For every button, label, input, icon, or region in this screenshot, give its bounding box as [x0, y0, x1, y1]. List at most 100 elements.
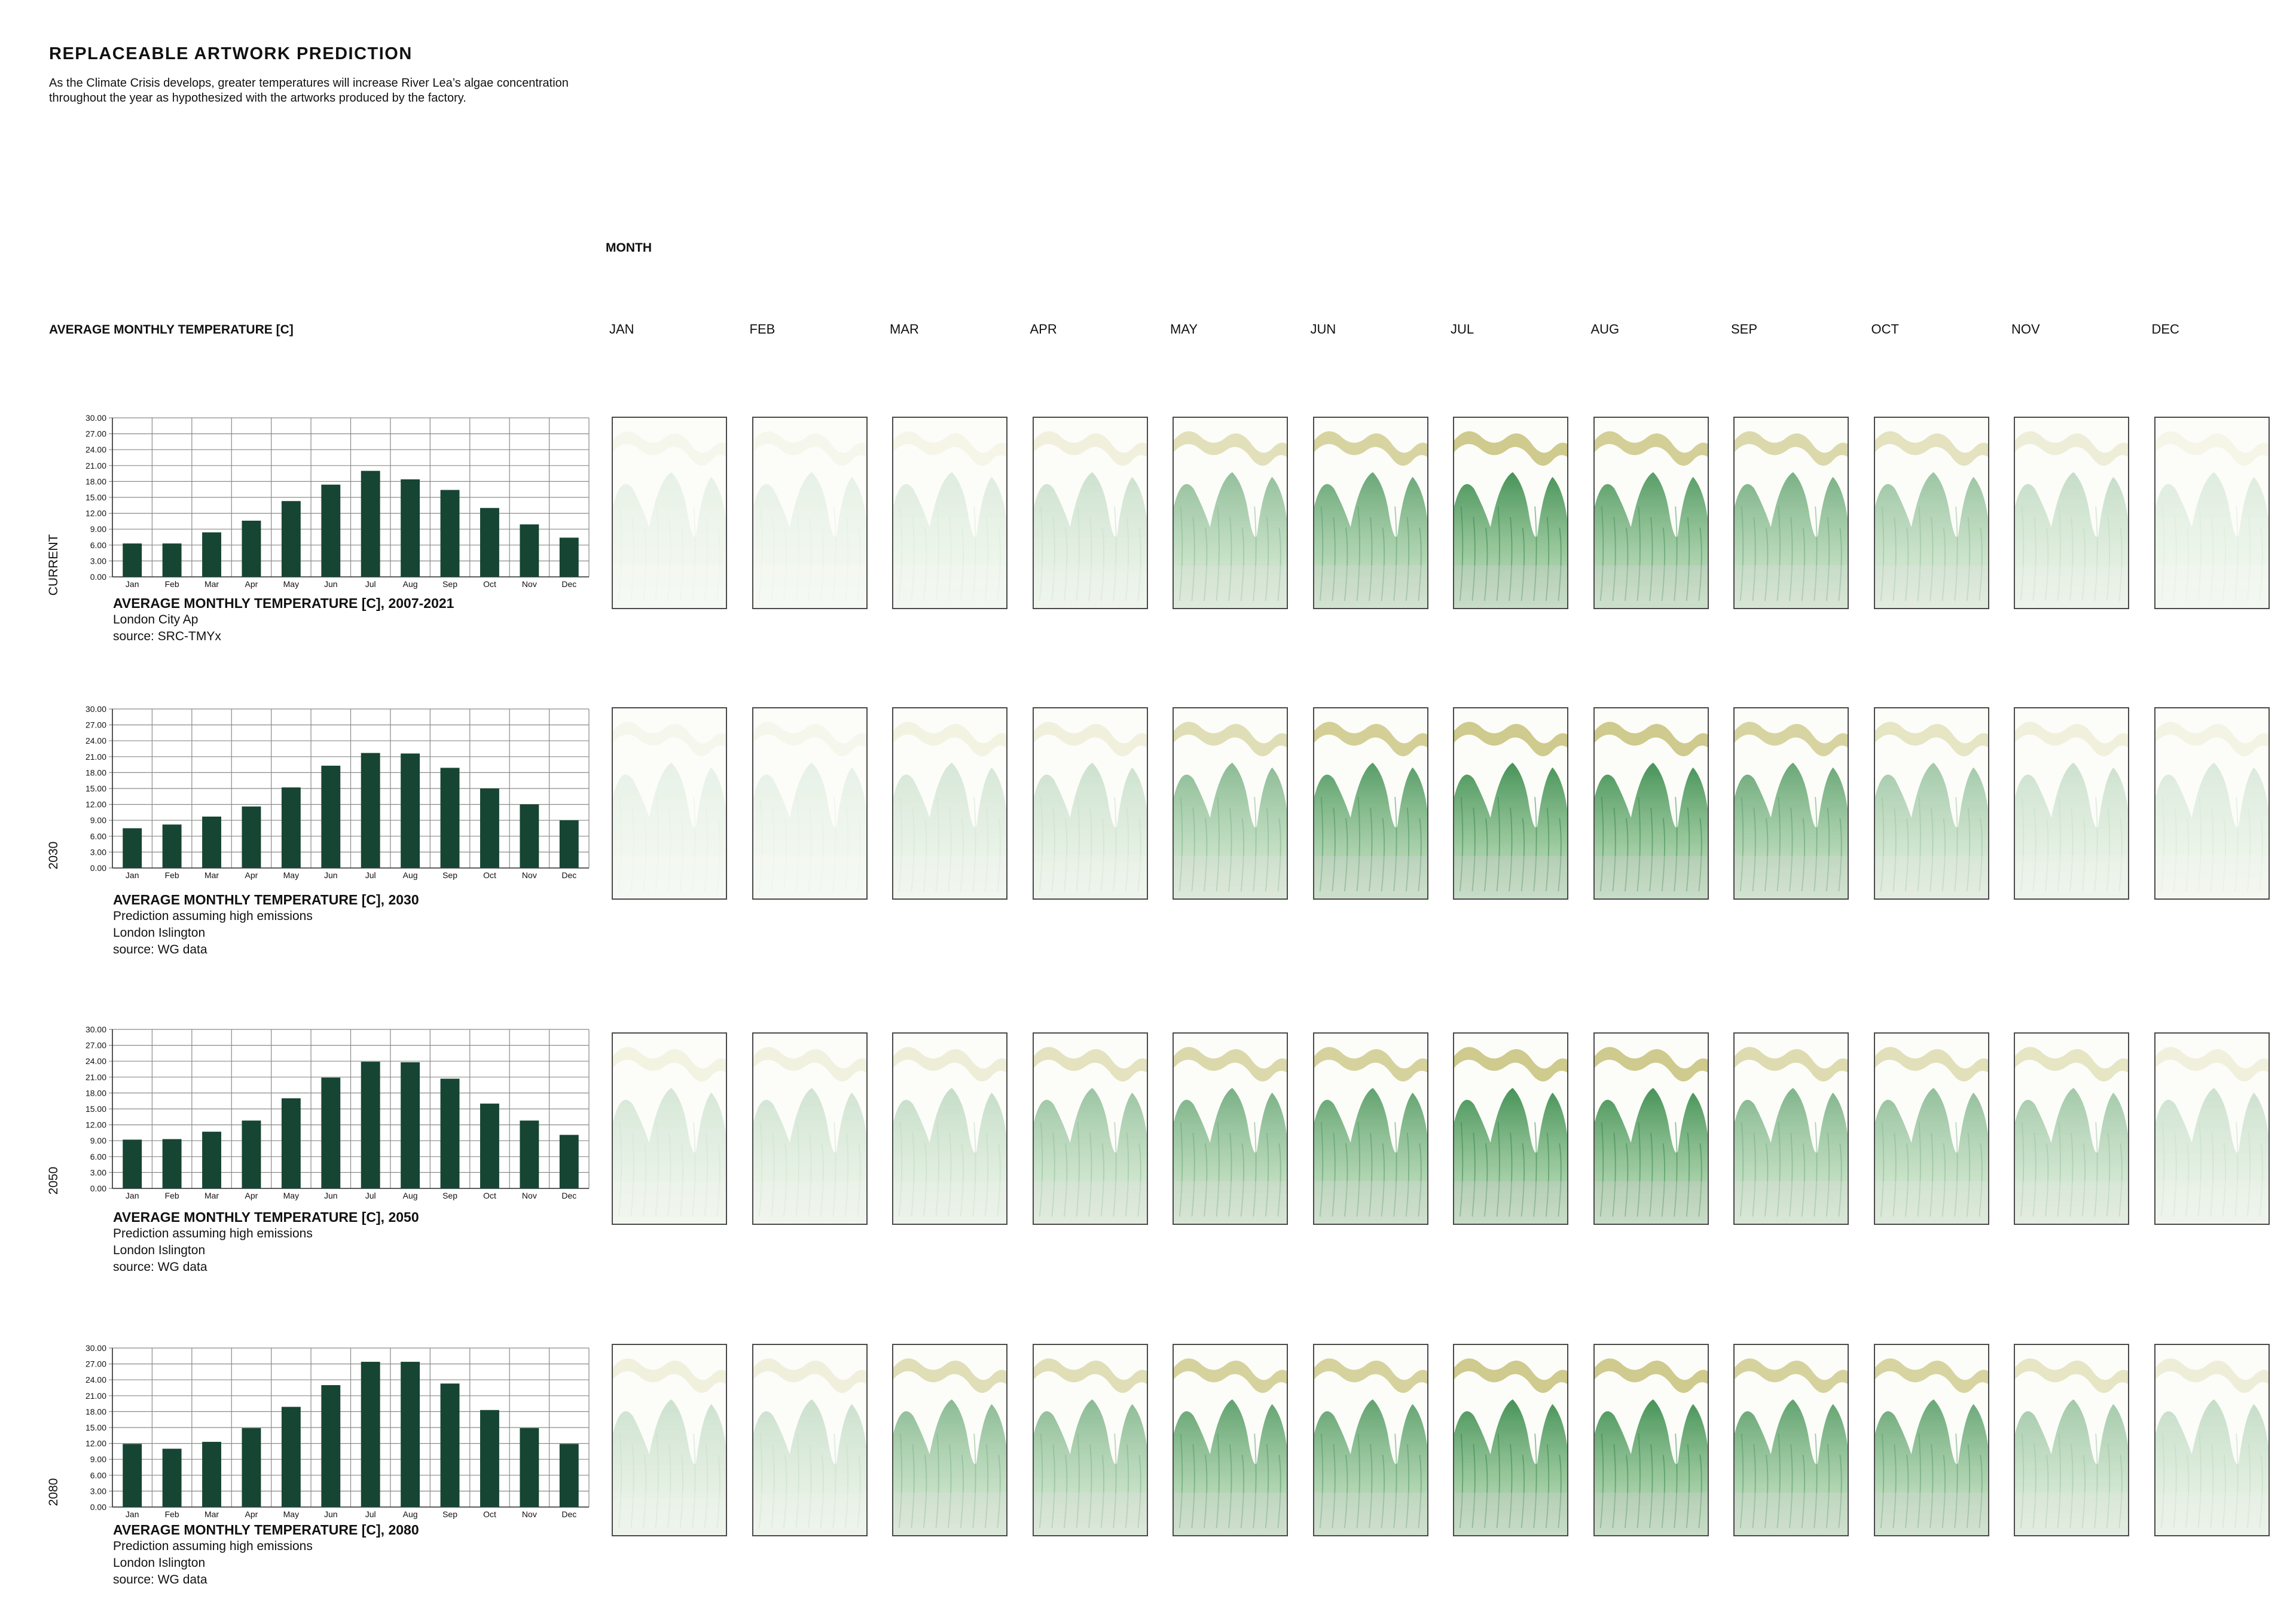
algae-artwork-icon — [1735, 1358, 1848, 1535]
x-tick-label: Feb — [165, 579, 179, 589]
x-tick-label: May — [283, 579, 299, 589]
x-tick-label: Jun — [324, 579, 338, 589]
y-tick-label: 9.00 — [90, 1454, 106, 1464]
artwork-panel-jul — [1453, 1032, 1568, 1225]
x-tick-label: Sep — [442, 870, 457, 880]
artwork-panel-sep — [1733, 707, 1849, 900]
month-label-aug: AUG — [1590, 322, 1620, 337]
y-tick-label: 9.00 — [90, 815, 106, 825]
algae-artwork-icon — [753, 1358, 866, 1535]
algae-artwork-icon — [2155, 1358, 2268, 1535]
artwork-panel-jun — [1312, 1344, 1428, 1536]
month-label-jan: JAN — [609, 322, 634, 337]
bar-nov — [520, 804, 539, 868]
algae-artwork-icon — [1174, 722, 1287, 898]
y-tick-label: 15.00 — [86, 493, 106, 502]
y-tick-label: 21.00 — [86, 1391, 106, 1401]
temperature-bar-chart: 0.00 3.00 6.00 9.00 12.00 15.00 18.00 21.00 24.0… — [86, 1343, 590, 1519]
algae-artwork-icon — [2015, 431, 2128, 608]
x-tick-label: May — [283, 1191, 299, 1200]
x-tick-label: Jun — [324, 870, 338, 880]
x-tick-label: Feb — [165, 870, 179, 880]
y-tick-label: 21.00 — [86, 461, 106, 470]
x-tick-label: Jan — [126, 870, 139, 880]
algae-artwork-icon — [613, 1358, 726, 1535]
artwork-panel-dec — [2154, 1032, 2270, 1225]
temperature-bar-chart: 0.00 3.00 6.00 9.00 12.00 15.00 18.00 21.00 24.0… — [86, 413, 590, 589]
x-tick-label: Oct — [483, 870, 496, 880]
artwork-panel-dec — [2154, 1344, 2270, 1536]
caption-line: Prediction assuming high emissions — [113, 1539, 313, 1553]
bar-apr — [242, 1428, 261, 1507]
bar-apr — [242, 806, 261, 868]
algae-artwork-icon — [753, 722, 866, 898]
algae-artwork-icon — [753, 431, 866, 608]
x-tick-label: Mar — [204, 1509, 219, 1519]
algae-artwork-icon — [1454, 1358, 1567, 1535]
artwork-panel-sep — [1733, 417, 1849, 609]
bar-apr — [242, 1120, 261, 1188]
caption-line: London Islington — [113, 1243, 206, 1257]
y-tick-label: 3.00 — [90, 556, 106, 566]
bar-aug — [401, 479, 420, 577]
month-label-apr: APR — [1030, 322, 1057, 337]
x-tick-label: Nov — [522, 1191, 537, 1200]
bar-nov — [520, 524, 539, 577]
bar-jul — [361, 470, 380, 577]
artwork-panel-jul — [1453, 417, 1568, 609]
y-tick-label: 27.00 — [86, 1359, 106, 1369]
temperature-bar-chart: 0.00 3.00 6.00 9.00 12.00 15.00 18.00 21.00 24.0… — [86, 704, 590, 880]
x-tick-label: Apr — [245, 1509, 258, 1519]
y-tick-label: 27.00 — [86, 720, 106, 730]
bar-feb — [162, 1448, 182, 1507]
artwork-panel-oct — [1873, 1344, 1989, 1536]
caption-line: Prediction assuming high emissions — [113, 909, 313, 923]
artwork-panel-jan — [612, 1344, 727, 1536]
y-tick-label: 9.00 — [90, 1136, 106, 1145]
artwork-panel-dec — [2154, 417, 2270, 609]
artwork-panel-jan — [612, 1032, 727, 1225]
month-label-feb: FEB — [749, 322, 775, 337]
artwork-panel-feb — [752, 417, 868, 609]
month-label-oct: OCT — [1871, 322, 1899, 337]
x-tick-label: Mar — [204, 579, 219, 589]
month-label-sep: SEP — [1731, 322, 1758, 337]
algae-artwork-icon — [1454, 1047, 1567, 1224]
y-tick-label: 30.00 — [86, 1025, 106, 1034]
artwork-panel-nov — [2014, 1032, 2129, 1225]
artwork-panel-mar — [892, 707, 1007, 900]
x-tick-label: Jul — [365, 579, 376, 589]
bar-apr — [242, 521, 261, 577]
bar-dec — [559, 1135, 579, 1188]
bar-feb — [162, 543, 182, 577]
bar-may — [281, 787, 301, 868]
bar-aug — [401, 1362, 420, 1507]
artwork-panel-nov — [2014, 1344, 2129, 1536]
algae-artwork-icon — [2155, 431, 2268, 608]
algae-artwork-icon — [2155, 1047, 2268, 1224]
caption-line: London Islington — [113, 1556, 206, 1570]
algae-artwork-icon — [613, 722, 726, 898]
y-tick-label: 15.00 — [86, 1423, 106, 1432]
y-tick-label: 3.00 — [90, 847, 106, 857]
y-tick-label: 18.00 — [86, 1407, 106, 1416]
algae-artwork-icon — [1174, 1358, 1287, 1535]
bar-oct — [480, 1104, 499, 1188]
bar-jun — [321, 1077, 341, 1188]
x-tick-label: May — [283, 870, 299, 880]
caption-line: London Islington — [113, 926, 206, 940]
artwork-panel-feb — [752, 1032, 868, 1225]
x-tick-label: Feb — [165, 1509, 179, 1519]
artwork-panel-aug — [1593, 1032, 1709, 1225]
month-label-may: MAY — [1170, 322, 1198, 337]
artwork-panel-oct — [1873, 707, 1989, 900]
algae-artwork-icon — [1735, 722, 1848, 898]
caption-line: source: WG data — [113, 1260, 207, 1274]
x-tick-label: Dec — [561, 870, 576, 880]
algae-artwork-icon — [1874, 722, 1988, 898]
artwork-panel-may — [1173, 1032, 1288, 1225]
x-tick-label: Apr — [245, 579, 258, 589]
artwork-panel-mar — [892, 417, 1007, 609]
algae-artwork-icon — [893, 1047, 1006, 1224]
chart-caption-0: AVERAGE MONTHLY TEMPERATURE [C], 2007-20… — [113, 595, 603, 645]
